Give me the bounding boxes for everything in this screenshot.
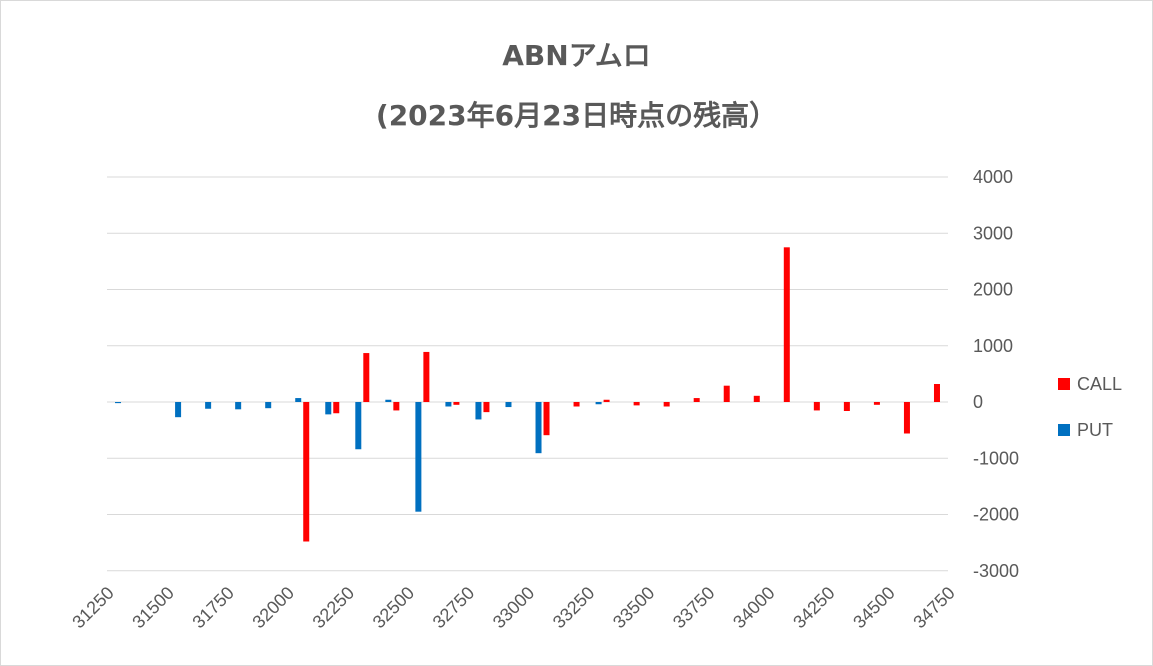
- bar-call: [873, 402, 880, 405]
- bar-put: [475, 402, 482, 420]
- bar-call: [633, 402, 640, 406]
- x-tick-label: 33750: [669, 583, 719, 633]
- bar-call: [723, 385, 730, 402]
- bar-put: [115, 402, 122, 404]
- bar-call: [753, 395, 760, 402]
- bar-call: [933, 384, 940, 402]
- y-tick-label: -1000: [973, 448, 1019, 468]
- x-tick-label: 32750: [429, 583, 479, 633]
- y-tick-label: -3000: [973, 561, 1019, 581]
- y-tick-label: -2000: [973, 505, 1019, 525]
- bar-put: [175, 402, 182, 418]
- bar-call: [423, 351, 430, 402]
- bar-call: [603, 399, 610, 402]
- x-tick-label: 32000: [249, 583, 299, 633]
- bar-call: [543, 402, 550, 436]
- x-tick-label: 33250: [549, 583, 599, 633]
- bar-call: [783, 247, 790, 402]
- y-tick-label: 0: [973, 392, 983, 412]
- x-tick-label: 34750: [909, 583, 959, 633]
- x-tick-label: 31500: [128, 583, 178, 633]
- bar-put: [325, 402, 332, 415]
- bar-put: [415, 402, 422, 512]
- legend-label-call: CALL: [1077, 374, 1122, 394]
- bar-put: [445, 402, 452, 407]
- chart-title: ABNアムロ: [502, 39, 651, 72]
- chart-subtitle: (2023年6月23日時点の残高）: [375, 99, 778, 132]
- y-tick-label: 2000: [973, 280, 1013, 300]
- bar-call: [663, 402, 670, 407]
- x-tick-label: 31250: [68, 583, 118, 633]
- bar-call: [483, 402, 490, 413]
- y-tick-label: 4000: [973, 167, 1013, 187]
- bar-put: [235, 402, 242, 410]
- bar-call: [903, 402, 910, 434]
- bar-call: [303, 402, 310, 542]
- x-tick-label: 34000: [729, 583, 779, 633]
- x-tick-label: 34250: [789, 583, 839, 633]
- bar-put: [505, 402, 512, 408]
- x-tick-label: 33000: [489, 583, 539, 633]
- bar-put: [355, 402, 362, 450]
- bar-put: [295, 398, 302, 402]
- bar-call: [453, 402, 460, 405]
- bar-call: [333, 402, 340, 414]
- bar-put: [205, 402, 212, 409]
- bar-put: [265, 402, 272, 409]
- y-tick-label: 1000: [973, 336, 1013, 356]
- bar-call: [843, 402, 850, 411]
- bar-call: [813, 402, 820, 411]
- legend-label-put: PUT: [1077, 420, 1113, 440]
- legend-swatch-call: [1058, 378, 1070, 390]
- legend-swatch-put: [1058, 424, 1070, 436]
- bar-put: [385, 399, 392, 402]
- bar-call: [693, 398, 700, 402]
- bar-call: [573, 402, 580, 407]
- x-tick-label: 32250: [309, 583, 359, 633]
- bar-call: [363, 353, 370, 402]
- x-tick-label: 34500: [849, 583, 899, 633]
- bar-put: [535, 402, 542, 454]
- bar-put: [595, 402, 602, 405]
- x-tick-label: 32500: [369, 583, 419, 633]
- bar-call: [393, 402, 400, 411]
- x-tick-label: 33500: [609, 583, 659, 633]
- x-tick-label: 31750: [188, 583, 238, 633]
- y-tick-label: 3000: [973, 223, 1013, 243]
